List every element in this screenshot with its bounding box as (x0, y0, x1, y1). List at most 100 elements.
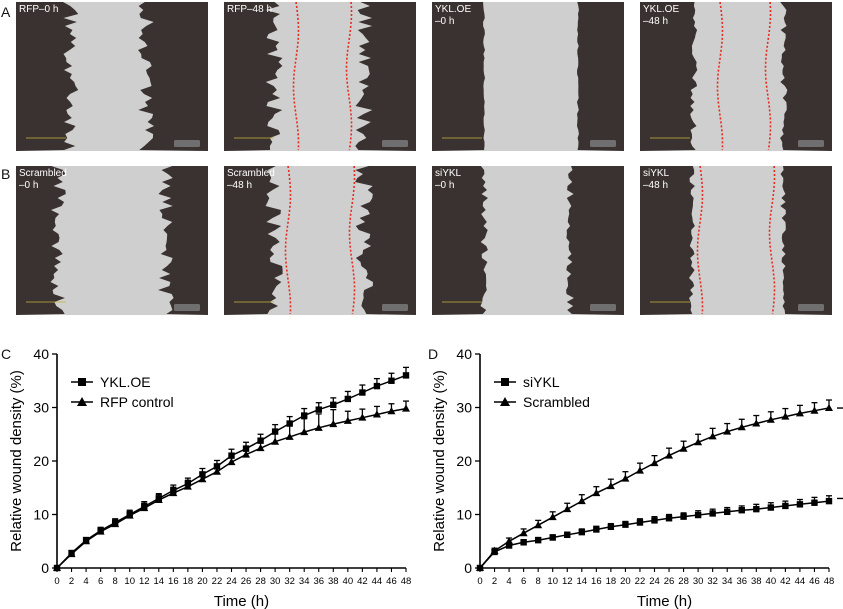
data-point (534, 521, 543, 529)
x-tick-label: 12 (562, 576, 573, 587)
x-tick-label: 6 (98, 576, 103, 587)
cell-layer-left (224, 2, 283, 151)
x-tick-label: 46 (809, 576, 820, 587)
data-point (343, 416, 352, 424)
cell-layer-right (780, 2, 832, 151)
x-tick-label: 24 (649, 576, 660, 587)
data-point (564, 531, 571, 539)
panel-letter-d: D (428, 346, 439, 362)
data-point (825, 497, 833, 505)
series-line (479, 407, 830, 569)
data-point (825, 403, 833, 412)
x-tick-label: 44 (372, 576, 383, 587)
magnification-badge (590, 304, 616, 311)
x-tick-label: 18 (606, 576, 617, 587)
data-point (330, 401, 337, 409)
cell-layer-right (355, 2, 416, 151)
x-tick-label: 42 (357, 576, 368, 587)
data-point (242, 450, 251, 458)
data-point (285, 432, 294, 440)
cell-layer-right (355, 166, 416, 315)
data-point (344, 395, 352, 403)
series-siykl (476, 495, 833, 572)
data-point (490, 546, 499, 554)
significance-bracket (837, 407, 843, 500)
legend-entry: YKL.OE (71, 374, 151, 390)
x-tick-label: 30 (270, 576, 281, 587)
data-point (563, 504, 572, 513)
x-tick-label: 26 (664, 576, 675, 587)
x-tick-label: 2 (69, 576, 74, 587)
legend-entry: Scrambled (494, 394, 590, 410)
data-point (169, 488, 178, 497)
micrograph-label: YKL.OE –48 h (643, 4, 680, 27)
x-tick-label: 22 (635, 576, 646, 587)
x-tick-label: 16 (591, 576, 602, 587)
data-point (301, 412, 308, 419)
data-point (593, 526, 600, 533)
magnification-badge (174, 140, 200, 147)
x-tick-label: 40 (343, 576, 354, 587)
data-point (737, 423, 746, 431)
x-tick-label: 18 (183, 576, 194, 587)
cell-layer-right (138, 2, 208, 151)
data-point (635, 466, 644, 474)
micrograph-label: Scrambled –48 h (227, 168, 275, 191)
y-tick-label: 30 (33, 400, 49, 416)
micrograph-label: Scrambled –0 h (19, 168, 67, 191)
y-tick-label: 0 (41, 560, 49, 576)
data-point (82, 537, 91, 545)
data-point (708, 432, 717, 440)
data-point (651, 517, 658, 524)
micrograph-label: siYKL –0 h (435, 168, 462, 191)
x-tick-label: 38 (751, 576, 762, 587)
x-tick-label: 10 (124, 576, 135, 587)
data-point (125, 511, 134, 519)
cell-layer-right (577, 2, 624, 151)
x-tick-label: 4 (506, 576, 511, 587)
data-point (767, 504, 775, 511)
legend-marker (77, 397, 87, 406)
wound-front-line (284, 166, 292, 315)
data-point (67, 549, 76, 558)
cell-layer-left (224, 166, 283, 315)
x-tick-label: 20 (620, 576, 631, 587)
micrograph-scrambled-0h: Scrambled –0 h (16, 166, 208, 315)
x-tick-label: 16 (168, 576, 179, 587)
data-point (592, 488, 601, 497)
cell-layer-left (432, 2, 485, 151)
series-line (479, 500, 830, 569)
legend-label: RFP control (100, 394, 174, 410)
data-point (358, 413, 367, 421)
data-point (476, 563, 484, 571)
x-tick-label: 32 (707, 576, 718, 587)
micrograph-label: RFP–48 h (227, 4, 273, 15)
data-point (300, 427, 309, 436)
data-point (781, 412, 790, 420)
legend-entry: siYKL (494, 374, 560, 390)
cell-layer-left (640, 2, 698, 151)
x-tick-label: 44 (795, 576, 806, 587)
wound-front-line (768, 166, 776, 315)
legend-marker (78, 378, 86, 386)
wound-front-line (345, 2, 353, 151)
cell-layer-right (158, 166, 208, 315)
y-tick-label: 10 (33, 507, 49, 523)
y-tick-label: 40 (456, 346, 472, 362)
x-tick-label: 48 (824, 576, 835, 587)
data-point (621, 474, 630, 482)
data-point (636, 519, 644, 526)
data-point (694, 511, 702, 519)
data-point (387, 407, 396, 415)
data-point (388, 377, 395, 384)
x-tick-label: 0 (477, 576, 482, 587)
data-point (795, 409, 804, 417)
x-tick-label: 34 (722, 576, 733, 587)
y-axis-label: Relative wound density (%) (8, 370, 25, 552)
x-tick-label: 40 (766, 576, 777, 587)
data-point (140, 503, 149, 512)
x-tick-label: 6 (521, 576, 526, 587)
data-point (372, 410, 381, 418)
data-point (373, 382, 381, 390)
